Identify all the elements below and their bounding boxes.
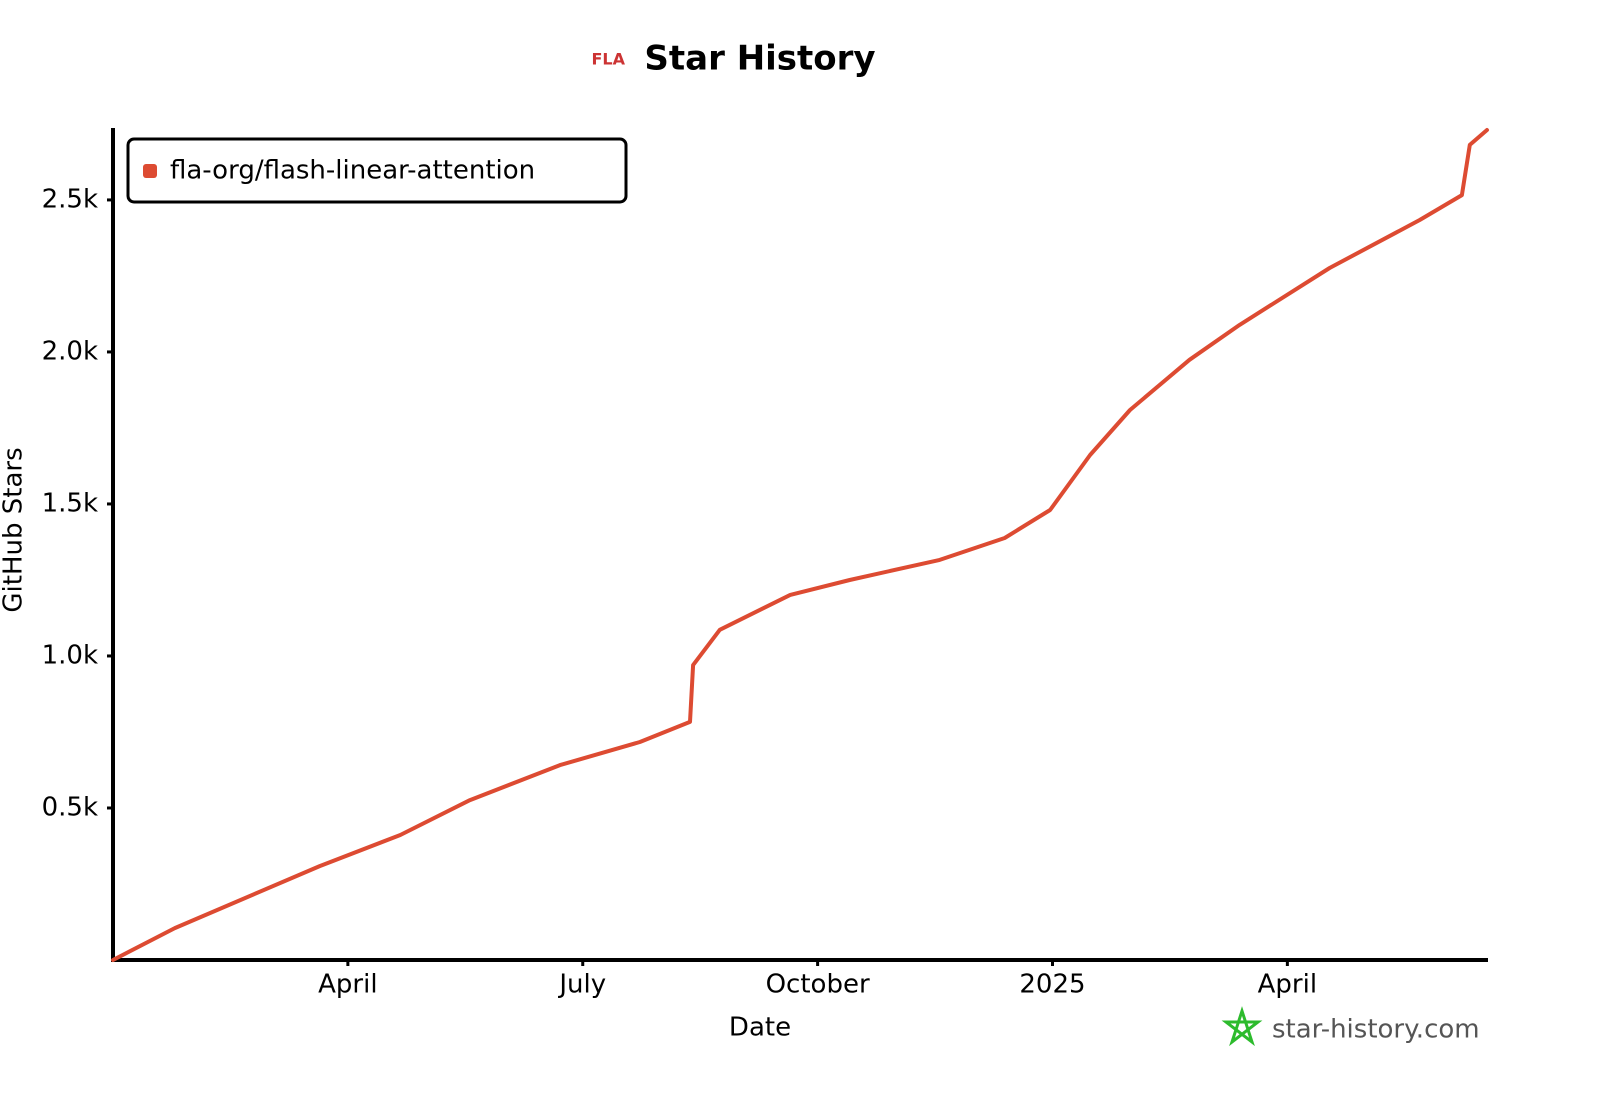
legend-label: fla-org/flash-linear-attention bbox=[170, 156, 535, 186]
legend-swatch bbox=[143, 164, 157, 178]
x-tick-label: April bbox=[1258, 970, 1317, 1000]
y-tick-label: 1.0k bbox=[42, 640, 98, 670]
chart-title: Star History bbox=[644, 39, 875, 79]
x-axis-label: Date bbox=[729, 1013, 791, 1043]
x-tick-label: October bbox=[766, 970, 870, 1000]
y-axis-label: GitHub Stars bbox=[0, 447, 29, 612]
series-line bbox=[111, 128, 1489, 962]
y-tick-label: 2.5k bbox=[42, 184, 98, 214]
logo: FLA bbox=[591, 50, 625, 69]
watermark-icon bbox=[1221, 1006, 1263, 1047]
watermark: star-history.com bbox=[1272, 1015, 1480, 1045]
y-tick-label: 0.5k bbox=[42, 792, 98, 822]
x-tick-label: April bbox=[318, 970, 377, 1000]
y-tick-label: 1.5k bbox=[42, 488, 98, 518]
star-icon bbox=[1221, 1006, 1263, 1047]
x-tick-label: July bbox=[557, 970, 606, 1000]
x-tick-label: 2025 bbox=[1019, 970, 1085, 1000]
legend-box bbox=[126, 137, 628, 204]
y-tick-label: 2.0k bbox=[42, 336, 98, 366]
